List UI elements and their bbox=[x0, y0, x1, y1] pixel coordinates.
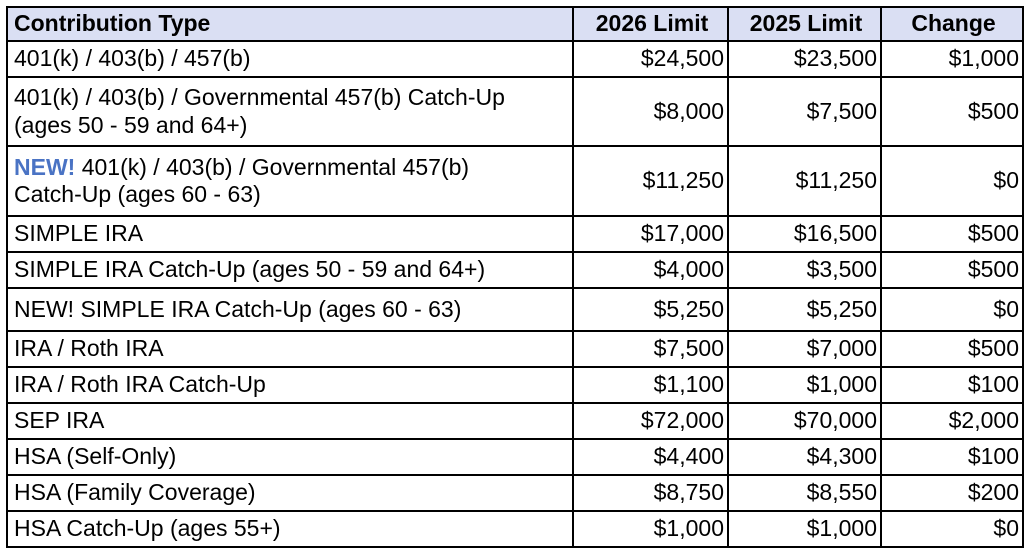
table-body: 401(k) / 403(b) / 457(b) $24,500 $23,500… bbox=[6, 39, 1024, 549]
limit-2025-cell: $7,000 bbox=[727, 329, 882, 368]
change-cell: $500 bbox=[880, 215, 1024, 254]
contribution-limits-table: Contribution Type 2026 Limit 2025 Limit … bbox=[6, 6, 1024, 549]
limit-2025-cell: $4,300 bbox=[727, 437, 882, 476]
change-cell: $500 bbox=[880, 251, 1024, 290]
change-cell: $0 bbox=[880, 287, 1024, 332]
limit-2026-cell: $11,250 bbox=[572, 145, 729, 218]
table-row: NEW! 401(k) / 403(b) / Governmental 457(… bbox=[6, 145, 1024, 218]
limit-2025-cell: $1,000 bbox=[727, 509, 882, 549]
contribution-type-cell: HSA (Self-Only) bbox=[6, 437, 574, 476]
table-row: HSA (Family Coverage) $8,750 $8,550 $200 bbox=[6, 473, 1024, 512]
limit-2026-cell: $8,750 bbox=[572, 473, 729, 512]
type-line: 401(k) / 403(b) / Governmental 457(b) bbox=[81, 153, 470, 180]
limit-2026-cell: $72,000 bbox=[572, 401, 729, 440]
limit-2026-cell: $4,400 bbox=[572, 437, 729, 476]
change-cell: $100 bbox=[880, 437, 1024, 476]
limit-2025-cell: $5,250 bbox=[727, 287, 882, 332]
contribution-type-cell: NEW! SIMPLE IRA Catch-Up (ages 60 - 63) bbox=[6, 287, 574, 332]
limit-2025-cell: $8,550 bbox=[727, 473, 882, 512]
limit-2026-cell: $8,000 bbox=[572, 76, 729, 148]
change-cell: $0 bbox=[880, 145, 1024, 218]
limit-2025-cell: $1,000 bbox=[727, 365, 882, 404]
contribution-type-cell: IRA / Roth IRA Catch-Up bbox=[6, 365, 574, 404]
change-cell: $2,000 bbox=[880, 401, 1024, 440]
table-row: SIMPLE IRA Catch-Up (ages 50 - 59 and 64… bbox=[6, 251, 1024, 290]
limit-2026-cell: $24,500 bbox=[572, 39, 729, 79]
contribution-type-cell: HSA Catch-Up (ages 55+) bbox=[6, 509, 574, 549]
limit-2025-cell: $70,000 bbox=[727, 401, 882, 440]
type-line: 401(k) / 403(b) / Governmental 457(b) Ca… bbox=[14, 83, 505, 110]
new-tag: NEW! bbox=[14, 153, 76, 180]
contribution-type-cell: SIMPLE IRA bbox=[6, 215, 574, 254]
limit-2026-cell: $7,500 bbox=[572, 329, 729, 368]
table-row: IRA / Roth IRA Catch-Up $1,100 $1,000 $1… bbox=[6, 365, 1024, 404]
header-change: Change bbox=[880, 6, 1024, 42]
type-line: (ages 50 - 59 and 64+) bbox=[14, 111, 248, 138]
limit-2026-cell: $17,000 bbox=[572, 215, 729, 254]
table-row: IRA / Roth IRA $7,500 $7,000 $500 bbox=[6, 329, 1024, 368]
contribution-type-cell: HSA (Family Coverage) bbox=[6, 473, 574, 512]
table-row: SEP IRA $72,000 $70,000 $2,000 bbox=[6, 401, 1024, 440]
table-row: 401(k) / 403(b) / 457(b) $24,500 $23,500… bbox=[6, 39, 1024, 79]
contribution-type-cell: SIMPLE IRA Catch-Up (ages 50 - 59 and 64… bbox=[6, 251, 574, 290]
table-row: HSA (Self-Only) $4,400 $4,300 $100 bbox=[6, 437, 1024, 476]
limit-2025-cell: $23,500 bbox=[727, 39, 882, 79]
change-cell: $0 bbox=[880, 509, 1024, 549]
contribution-type-cell: SEP IRA bbox=[6, 401, 574, 440]
header-row: Contribution Type 2026 Limit 2025 Limit … bbox=[6, 6, 1024, 42]
limit-2025-cell: $7,500 bbox=[727, 76, 882, 148]
limit-2025-cell: $11,250 bbox=[727, 145, 882, 218]
table-row: SIMPLE IRA $17,000 $16,500 $500 bbox=[6, 215, 1024, 254]
change-cell: $500 bbox=[880, 76, 1024, 148]
contribution-type-cell: 401(k) / 403(b) / 457(b) bbox=[6, 39, 574, 79]
limit-2026-cell: $5,250 bbox=[572, 287, 729, 332]
type-line: Catch-Up (ages 60 - 63) bbox=[14, 181, 261, 208]
limit-2025-cell: $16,500 bbox=[727, 215, 882, 254]
table-row: 401(k) / 403(b) / Governmental 457(b) Ca… bbox=[6, 76, 1024, 148]
table-row: NEW! SIMPLE IRA Catch-Up (ages 60 - 63) … bbox=[6, 287, 1024, 332]
change-cell: $1,000 bbox=[880, 39, 1024, 79]
limit-2026-cell: $1,100 bbox=[572, 365, 729, 404]
header-2025-limit: 2025 Limit bbox=[727, 6, 882, 42]
limit-2025-cell: $3,500 bbox=[727, 251, 882, 290]
contribution-type-cell: 401(k) / 403(b) / Governmental 457(b) Ca… bbox=[6, 76, 574, 148]
header-contribution-type: Contribution Type bbox=[6, 6, 574, 42]
table-header: Contribution Type 2026 Limit 2025 Limit … bbox=[6, 6, 1024, 42]
header-2026-limit: 2026 Limit bbox=[572, 6, 729, 42]
contribution-type-cell: IRA / Roth IRA bbox=[6, 329, 574, 368]
change-cell: $100 bbox=[880, 365, 1024, 404]
change-cell: $500 bbox=[880, 329, 1024, 368]
limit-2026-cell: $4,000 bbox=[572, 251, 729, 290]
change-cell: $200 bbox=[880, 473, 1024, 512]
contribution-type-cell: NEW! 401(k) / 403(b) / Governmental 457(… bbox=[6, 145, 574, 218]
limit-2026-cell: $1,000 bbox=[572, 509, 729, 549]
table-row: HSA Catch-Up (ages 55+) $1,000 $1,000 $0 bbox=[6, 509, 1024, 549]
